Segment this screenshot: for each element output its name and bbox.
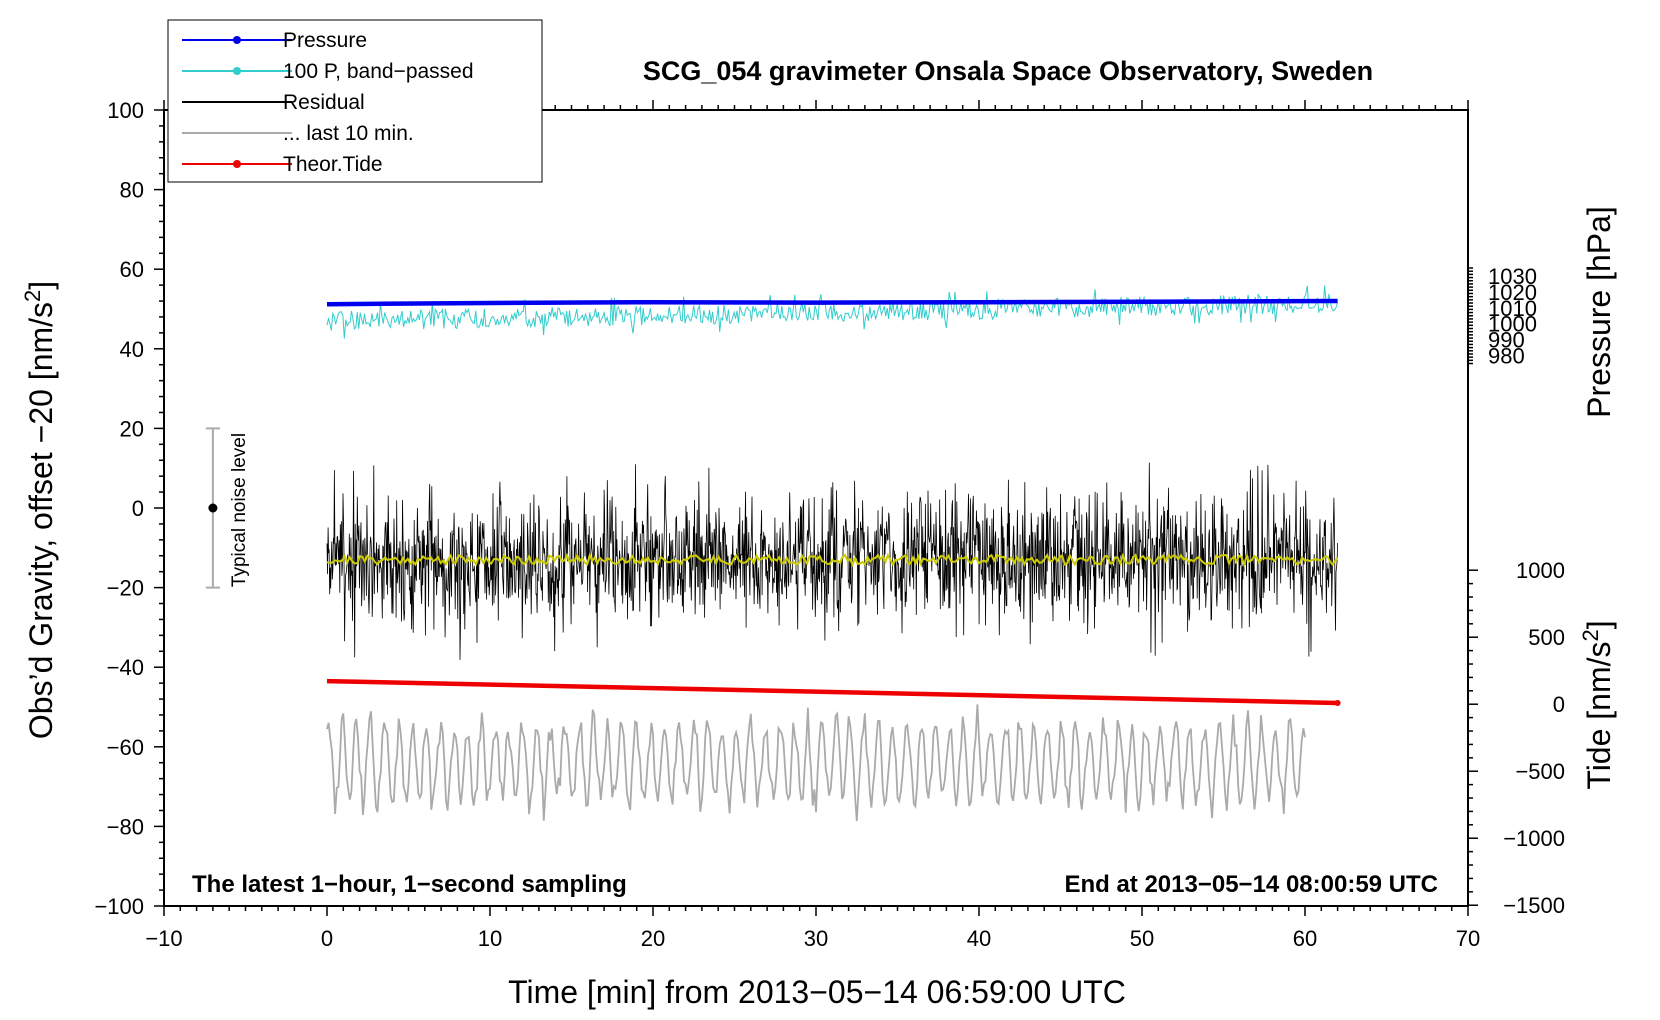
pressure-tick-label: 990 <box>1488 328 1525 353</box>
y-axis-title-left: Obs’d Gravity, offset −20 [nm/s2] <box>20 281 59 739</box>
y-tick-label-left: 100 <box>107 98 144 123</box>
legend-label: Theor.Tide <box>283 153 383 176</box>
plot-frame <box>163 109 1469 907</box>
y-tick-label-left: −60 <box>107 735 144 760</box>
y-tick-label-left: −40 <box>107 655 144 680</box>
pressure-tick-label: 1030 <box>1488 264 1537 289</box>
series-layer <box>326 285 1341 822</box>
series-bandpassed-pressure <box>326 285 1339 339</box>
series-residual-smoothed <box>326 551 1339 568</box>
pressure-tick-label: 1020 <box>1488 280 1537 305</box>
series-residual <box>326 462 1338 660</box>
series-last-10-min <box>326 704 1306 822</box>
noise-bar-center <box>208 503 218 513</box>
chart-title: SCG_054 gravimeter Onsala Space Observat… <box>643 56 1373 86</box>
x-tick-label: 50 <box>1130 926 1154 951</box>
y-axis-title-pressure: Pressure [hPa] <box>1581 206 1617 418</box>
y-tick-label-left: 40 <box>120 337 144 362</box>
legend-label: Pressure <box>283 29 367 52</box>
series-tide-endpoint <box>1334 700 1341 707</box>
series-theoretical-tide <box>326 678 1338 706</box>
tide-tick-label: 0 <box>1553 692 1565 717</box>
y-tick-label-left: 60 <box>120 257 144 282</box>
pressure-tick-label: 980 <box>1488 344 1525 369</box>
y-tick-label-left: 80 <box>120 178 144 203</box>
series-pressure <box>326 298 1338 307</box>
noise-layer <box>205 427 220 589</box>
y-tick-label-left: 20 <box>120 416 144 441</box>
x-axis-title: Time [min] from 2013−05−14 06:59:00 UTC <box>508 974 1126 1010</box>
ticks-layer: −10 0 10 20 30 40 50 60 70−100−80−60−40−20020406… <box>94 98 1565 951</box>
x-tick-label: 20 <box>641 926 665 951</box>
legend-label: 100 P, band−passed <box>283 60 474 83</box>
x-tick-label: 40 <box>967 926 991 951</box>
footer-left: The latest 1−hour, 1−second sampling <box>192 871 627 898</box>
legend-label: Residual <box>283 91 365 114</box>
tide-tick-label: −1000 <box>1503 826 1565 851</box>
tide-tick-label: 1000 <box>1516 558 1565 583</box>
tide-tick-label: −1500 <box>1503 893 1565 918</box>
y-tick-label-left: 0 <box>132 496 144 521</box>
y-tick-label-left: −100 <box>94 894 144 919</box>
legend-marker <box>233 160 241 168</box>
x-tick-label: 60 <box>1293 926 1317 951</box>
noise-label: Typical noise level <box>229 433 250 587</box>
x-tick-label: −10 <box>145 926 182 951</box>
x-tick-label: 0 <box>321 926 333 951</box>
footer-right: End at 2013−05−14 08:00:59 UTC <box>1064 871 1438 898</box>
y-tick-label-left: −20 <box>107 576 144 601</box>
legend: Pressure 100 P, band−passed Residual ... la… <box>167 19 543 183</box>
legend-label: ... last 10 min. <box>283 122 414 145</box>
legend-marker <box>233 36 241 44</box>
legend-marker <box>233 67 241 75</box>
x-tick-label: 30 <box>804 926 828 951</box>
x-tick-label: 10 <box>478 926 502 951</box>
pressure-tick-label: 1010 <box>1488 296 1537 321</box>
y-axis-title-tide: Tide [nm/s2] <box>1578 620 1617 789</box>
tide-tick-label: 500 <box>1528 625 1565 650</box>
pressure-tick-label: 1000 <box>1488 312 1537 337</box>
x-tick-label: 70 <box>1456 926 1480 951</box>
y-tick-label-left: −80 <box>107 814 144 839</box>
tide-tick-label: −500 <box>1515 759 1565 784</box>
